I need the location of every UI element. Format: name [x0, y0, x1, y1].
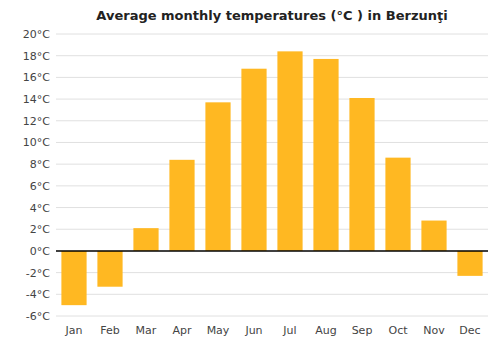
x-tick-label: Mar — [136, 324, 157, 337]
x-tick-label: May — [207, 324, 230, 337]
chart: Average monthly temperatures (°C ) in Be… — [0, 0, 500, 350]
grid-line — [56, 142, 488, 143]
bar — [277, 51, 302, 251]
y-tick-label: 14°C — [23, 93, 50, 106]
y-tick-label: 8°C — [30, 158, 50, 171]
grid-line — [56, 207, 488, 208]
x-tick-label: Nov — [423, 324, 445, 337]
bar — [349, 98, 374, 251]
bar — [133, 228, 158, 251]
bar — [457, 251, 482, 276]
grid-line — [56, 99, 488, 100]
x-tick-label: Sep — [352, 324, 373, 337]
x-tick-label: Jun — [244, 324, 262, 337]
x-tick-label: Oct — [388, 324, 408, 337]
grid — [56, 34, 488, 316]
bar — [313, 59, 338, 251]
grid-line — [56, 316, 488, 317]
bar — [205, 102, 230, 251]
y-tick-label: 12°C — [23, 115, 50, 128]
grid-line — [56, 77, 488, 78]
x-tick-label: Apr — [172, 324, 192, 337]
bars — [61, 51, 482, 305]
y-tick-label: 18°C — [23, 50, 50, 63]
chart-container: Average monthly temperatures (°C ) in Be… — [0, 0, 500, 350]
grid-line — [56, 185, 488, 186]
y-tick-label: -6°C — [26, 310, 50, 323]
zero-line — [56, 250, 488, 252]
bar — [241, 69, 266, 251]
y-tick-label: 0°C — [30, 245, 50, 258]
y-tick-label: 20°C — [23, 28, 50, 41]
bar — [421, 221, 446, 251]
bar — [385, 158, 410, 251]
y-tick-label: -4°C — [26, 288, 50, 301]
y-tick-label: 6°C — [30, 180, 50, 193]
y-tick-label: -2°C — [26, 267, 50, 280]
y-tick-label: 10°C — [23, 136, 50, 149]
x-tick-label: Dec — [459, 324, 480, 337]
x-axis: Jan Feb Mar Apr May Jun Jul Aug Sep Oct Nov Dec — [65, 324, 481, 337]
bar — [61, 251, 86, 305]
grid-line — [56, 120, 488, 121]
y-axis: -6°C -4°C -2°C 0°C 2°C 4°C 6°C 8°C 10°C 12°C 14°C 1… — [23, 28, 50, 323]
bar — [169, 160, 194, 251]
bar — [97, 251, 122, 287]
chart-title: Average monthly temperatures (°C ) in Be… — [96, 8, 447, 23]
y-tick-label: 4°C — [30, 202, 50, 215]
x-tick-label: Aug — [315, 324, 336, 337]
y-tick-label: 2°C — [30, 223, 50, 236]
grid-line — [56, 294, 488, 295]
x-tick-label: Feb — [100, 324, 119, 337]
x-tick-label: Jan — [65, 324, 83, 337]
x-tick-label: Jul — [282, 324, 296, 337]
grid-line — [56, 164, 488, 165]
y-tick-label: 16°C — [23, 71, 50, 84]
grid-line — [56, 34, 488, 35]
grid-line — [56, 55, 488, 56]
